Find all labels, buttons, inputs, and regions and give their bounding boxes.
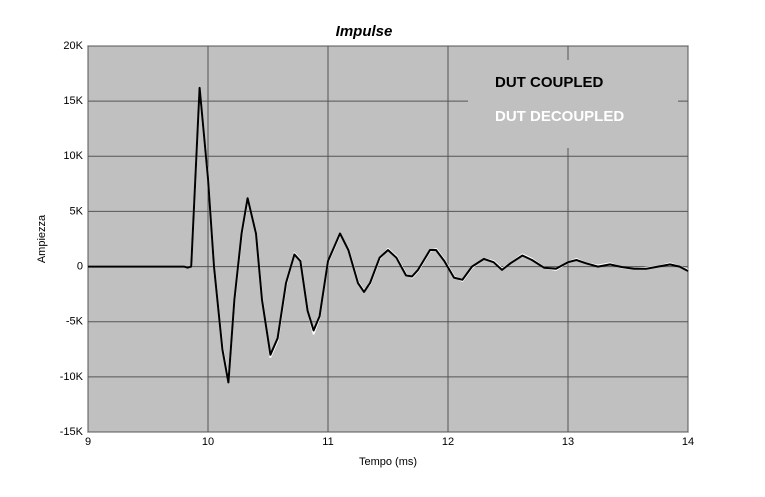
legend-label: DUT COUPLED [495,74,604,91]
chart-title: Impulse [336,23,393,40]
y-tick-label: 10K [63,150,83,162]
y-tick-label: -5K [66,316,84,328]
y-tick-label: 0 [77,260,83,272]
legend-label: DUT DECOUPLED [495,108,624,125]
x-axis-label: Tempo (ms) [359,456,417,468]
x-tick-label: 13 [562,436,574,448]
y-tick-label: 5K [70,205,84,217]
legend-box [468,60,678,148]
x-tick-label: 14 [682,436,694,448]
y-tick-label: 15K [63,95,83,107]
y-tick-label: -15K [60,426,84,438]
x-tick-label: 11 [322,436,333,448]
series-line [88,86,689,384]
y-axis-label: Ampiezza [36,214,48,263]
x-tick-label: 9 [85,436,91,448]
y-tick-label: 20K [63,40,83,52]
y-tick-label: -10K [60,371,84,383]
x-tick-label: 10 [202,436,214,448]
x-tick-label: 12 [442,436,454,448]
